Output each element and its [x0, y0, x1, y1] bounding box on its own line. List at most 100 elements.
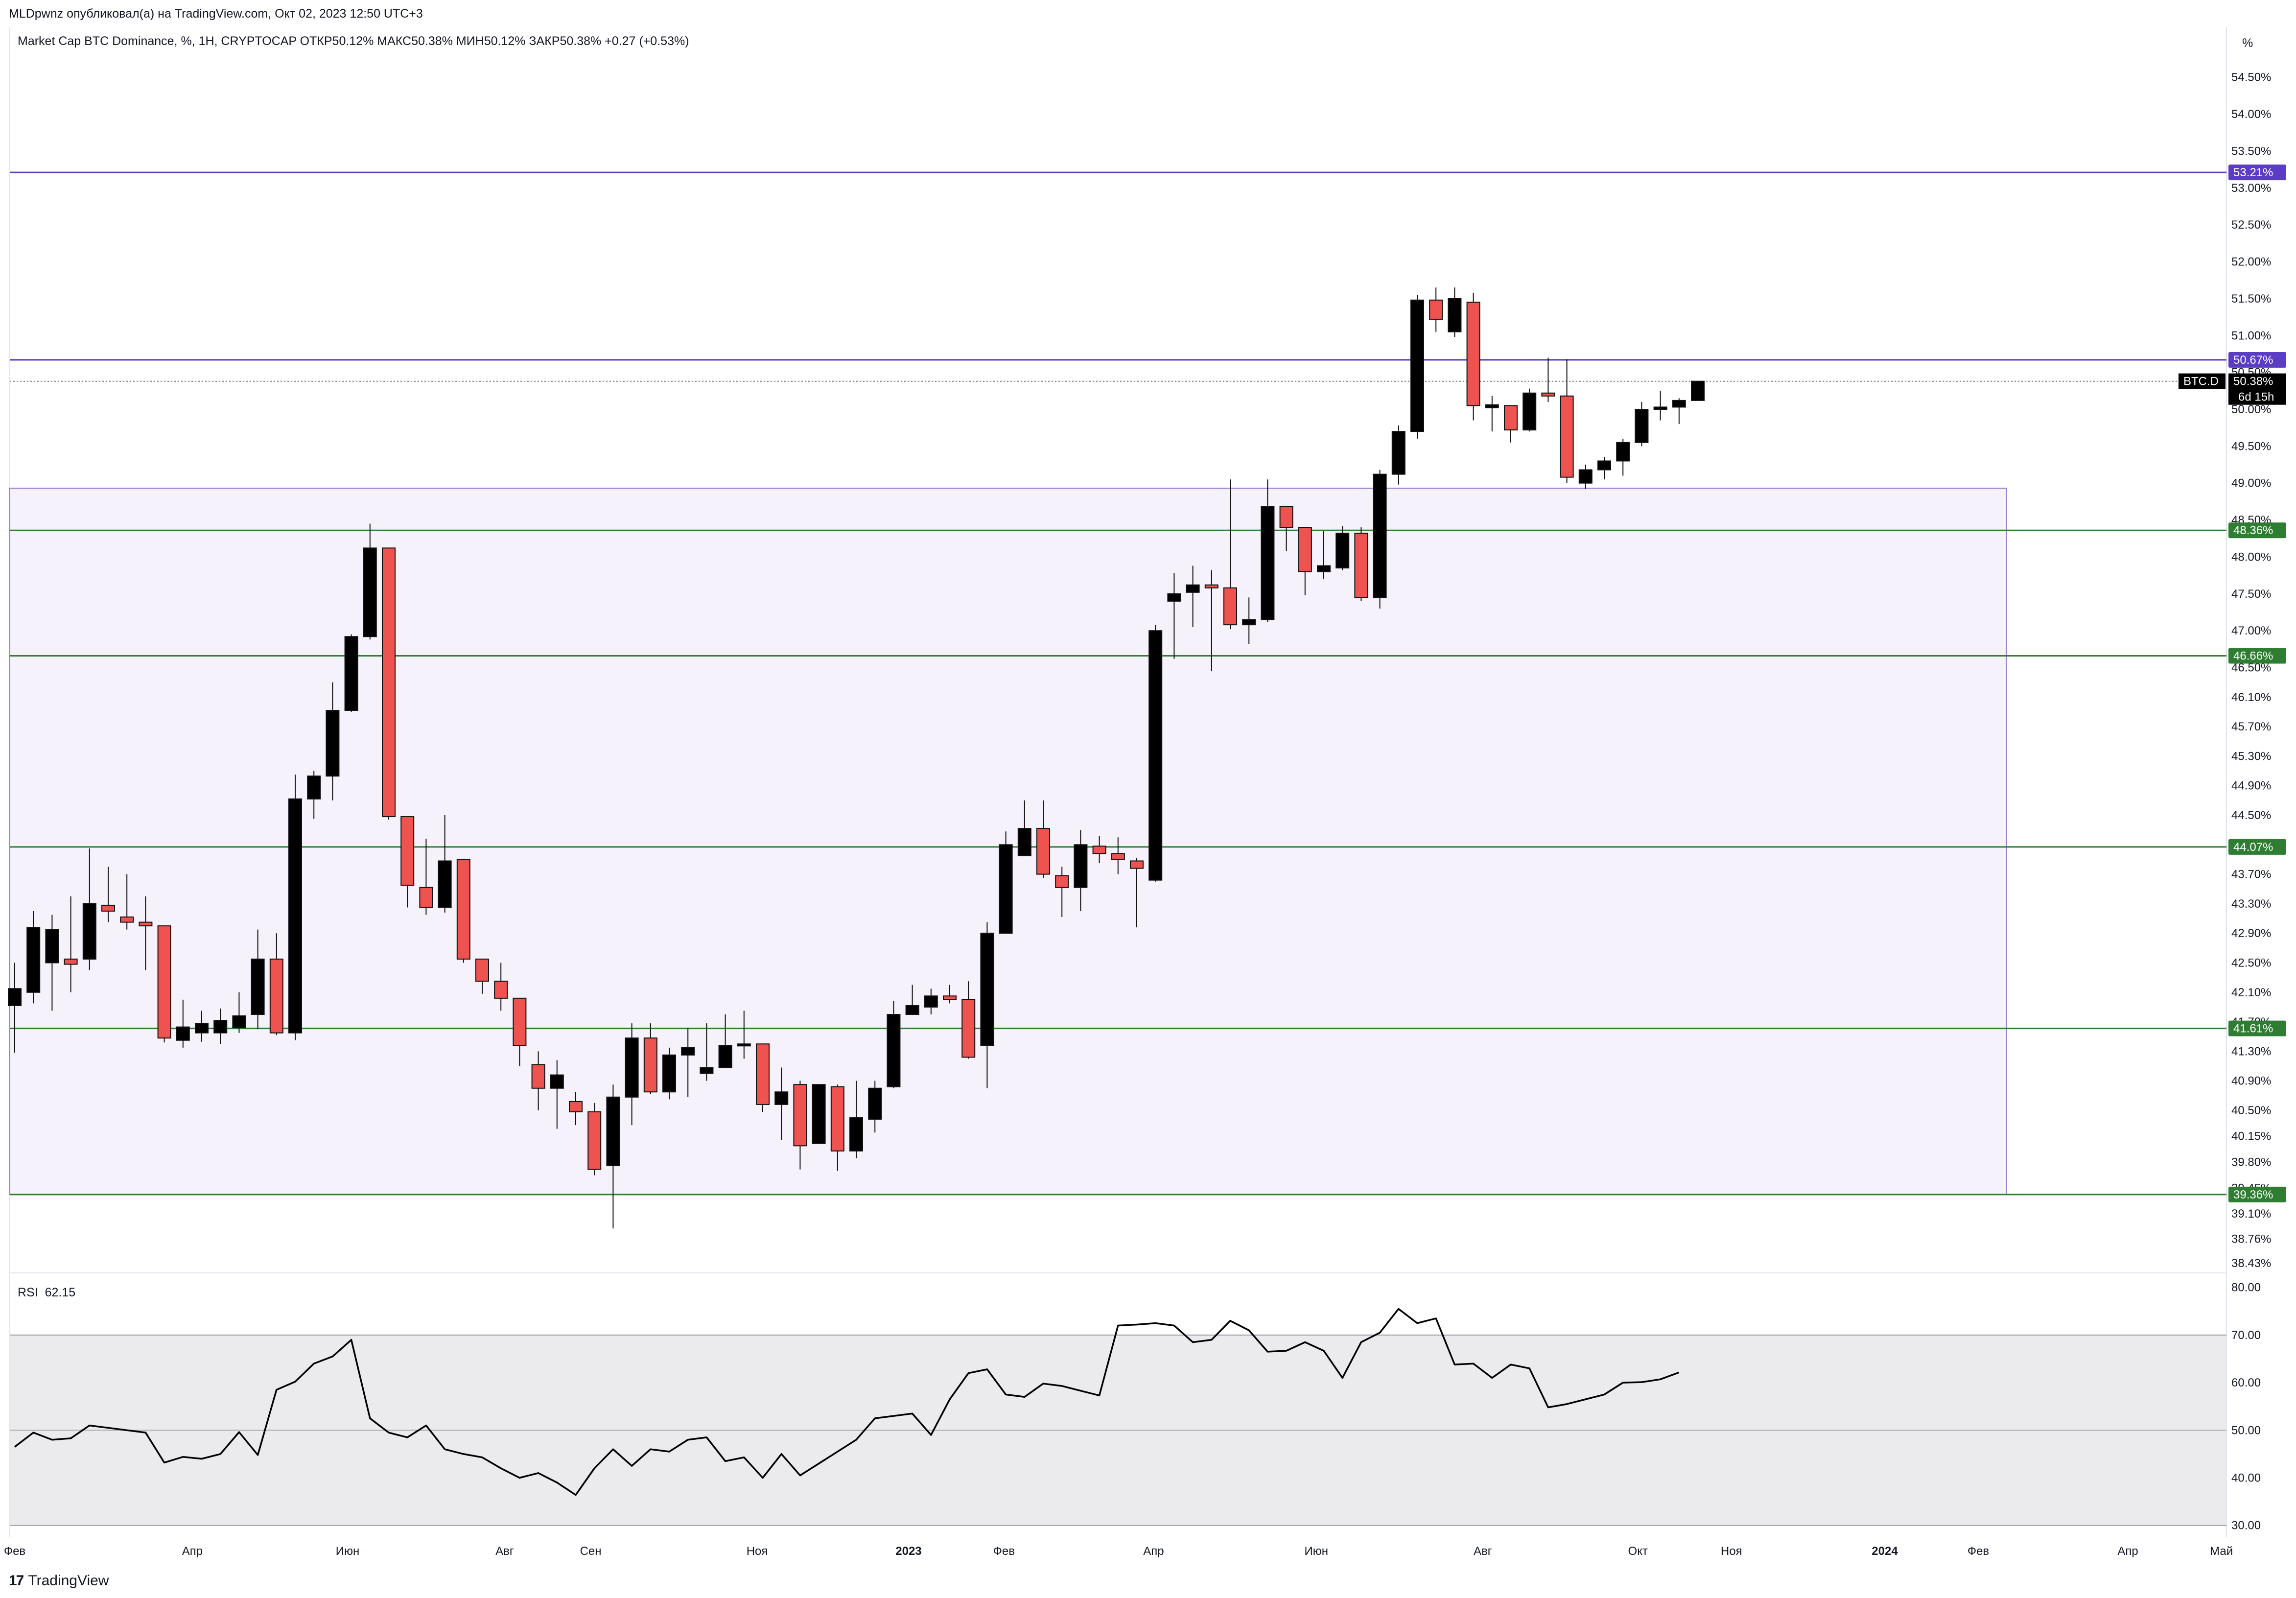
- candle-body: [849, 1117, 863, 1152]
- price-tick-label: 43.30%: [2231, 897, 2271, 911]
- candle-body: [718, 1045, 732, 1068]
- time-tick-label: Фев: [993, 1545, 1015, 1558]
- candle-body: [232, 1015, 246, 1029]
- price-tick-label: 39.80%: [2231, 1155, 2271, 1169]
- candle-body: [326, 709, 340, 777]
- rsi-line: [14, 1308, 1680, 1496]
- candle-body: [45, 929, 59, 964]
- candle-body: [1541, 392, 1555, 397]
- level-price-label: 50.67%: [2233, 353, 2273, 367]
- candle-body: [1560, 395, 1574, 478]
- candle-body: [26, 927, 41, 993]
- candle-body: [269, 958, 283, 1034]
- time-tick-label: Ноя: [1721, 1545, 1742, 1558]
- time-tick-label: Июн: [1304, 1545, 1328, 1558]
- candle-body: [1055, 875, 1069, 888]
- level-price-badge: [2228, 1020, 2286, 1036]
- candle-body: [793, 1084, 807, 1147]
- price-tick-label: 48.00%: [2231, 550, 2271, 564]
- candle-body: [643, 1037, 657, 1093]
- candle-body: [513, 997, 527, 1046]
- price-tick-label: 44.50%: [2231, 809, 2271, 822]
- time-tick-label: Апр: [182, 1545, 203, 1558]
- countdown-label: 6d 15h: [2238, 391, 2274, 404]
- candle-body: [101, 904, 115, 912]
- level-price-label: 41.61%: [2233, 1022, 2273, 1035]
- price-tick-label: 42.50%: [2231, 957, 2271, 970]
- candle-body: [1653, 406, 1667, 410]
- candle-body: [1410, 299, 1424, 432]
- candle-body: [774, 1091, 789, 1105]
- candle-body: [1578, 469, 1593, 484]
- candle-body: [569, 1101, 583, 1112]
- candle-body: [1167, 593, 1181, 602]
- candle-body: [756, 1043, 770, 1105]
- level-price-label: 53.21%: [2233, 166, 2273, 179]
- candle-body: [999, 844, 1013, 934]
- price-tick-label: 53.00%: [2231, 182, 2271, 195]
- time-tick-label: Авг: [1474, 1545, 1492, 1558]
- price-tick-label: 51.00%: [2231, 329, 2271, 342]
- candle-body: [1130, 860, 1144, 869]
- candle-body: [213, 1020, 228, 1034]
- brand-name: TradingView: [28, 1573, 109, 1589]
- candle-body: [606, 1096, 620, 1167]
- level-price-badge: [2228, 164, 2286, 181]
- time-tick-label: Апр: [2117, 1545, 2138, 1558]
- level-price-badge: [2228, 522, 2286, 539]
- symbol-legend[interactable]: Market Cap BTC Dominance, %, 1H, CRYPTOC…: [18, 34, 689, 48]
- candle-body: [1186, 584, 1200, 593]
- candle-body: [961, 999, 976, 1058]
- candle-body: [307, 776, 321, 799]
- candle-body: [1504, 405, 1518, 431]
- candle-body: [1391, 431, 1406, 475]
- candle-body: [1298, 527, 1312, 572]
- time-tick-label: Фев: [4, 1545, 25, 1558]
- candle-body: [456, 859, 470, 960]
- price-tick-label: 43.70%: [2231, 868, 2271, 881]
- candle-body: [943, 995, 957, 1000]
- price-tick-label: 45.30%: [2231, 750, 2271, 763]
- price-tick-label: 41.30%: [2231, 1045, 2271, 1058]
- candle-body: [419, 887, 433, 908]
- rsi-tick-label: 80.00: [2231, 1281, 2261, 1294]
- candle-body: [494, 981, 508, 999]
- level-price-label: 44.07%: [2233, 841, 2273, 854]
- price-tick-label: 38.43%: [2231, 1257, 2271, 1270]
- rsi-legend[interactable]: RSI 62.15: [18, 1286, 75, 1300]
- rsi-tick-label: 30.00: [2231, 1519, 2261, 1532]
- rsi-title: RSI: [18, 1286, 38, 1299]
- candle-body: [344, 636, 358, 711]
- time-tick-label: Июн: [336, 1545, 360, 1558]
- time-tick-label: Ноя: [747, 1545, 768, 1558]
- price-tick-label: 54.00%: [2231, 108, 2271, 121]
- candle-body: [363, 547, 377, 637]
- candle-body: [625, 1037, 639, 1098]
- candle-body: [1485, 404, 1499, 408]
- candle-body: [157, 925, 171, 1039]
- candle-body: [139, 921, 153, 927]
- candle-body: [1448, 298, 1462, 332]
- level-price-badge: [2228, 352, 2286, 368]
- price-tick-label: 40.90%: [2231, 1075, 2271, 1088]
- candle-body: [1373, 473, 1387, 598]
- candle-body: [1279, 506, 1293, 528]
- candle-body: [737, 1043, 751, 1047]
- candle-body: [550, 1074, 564, 1089]
- tradingview-brand[interactable]: 17 TradingView: [9, 1573, 109, 1589]
- candle-body: [64, 958, 78, 965]
- candle-body: [830, 1086, 844, 1152]
- time-tick-label: 2023: [895, 1545, 921, 1558]
- candle-body: [980, 933, 994, 1046]
- rsi-tick-label: 50.00: [2231, 1424, 2261, 1437]
- level-price-label: 48.36%: [2233, 524, 2273, 537]
- scale-unit-label[interactable]: %: [2242, 36, 2253, 50]
- candle-body: [1074, 844, 1088, 888]
- candle-body: [195, 1023, 209, 1034]
- candle-body: [475, 958, 489, 982]
- candle-body: [887, 1014, 901, 1087]
- price-tick-label: 38.76%: [2231, 1232, 2271, 1246]
- candle-body: [251, 958, 265, 1015]
- candle-body: [1017, 828, 1031, 856]
